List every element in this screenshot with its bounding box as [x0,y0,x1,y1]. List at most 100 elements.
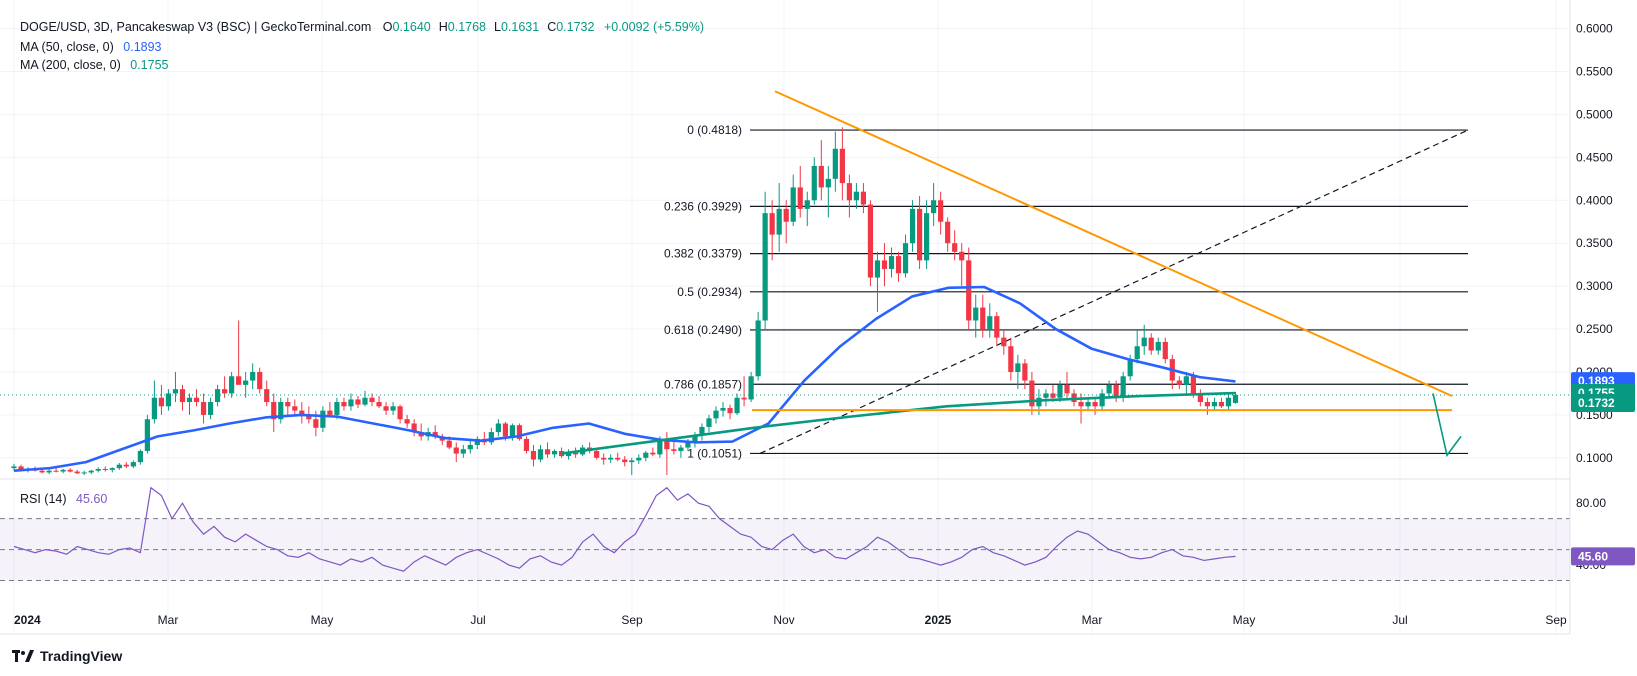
candle-body [292,406,298,411]
candle-body [699,426,705,436]
candle-body [95,468,101,471]
candle-body [1141,337,1147,347]
candle-body [509,425,516,437]
candle-body [734,397,740,414]
ohlc-key-c: C [547,20,557,34]
candle-body [102,468,108,470]
candle-body [88,470,94,473]
tradingview-icon [12,650,34,662]
candle-body [1190,376,1196,394]
symbol-title[interactable]: DOGE/USD, 3D, Pancakeswap V3 (BSC) | Gec… [20,20,372,34]
candle-body [544,449,551,455]
candle-body [980,307,986,330]
price-axis-label: 0.1000 [1576,451,1613,465]
candle-body [832,148,838,179]
fib-level-label: 0 (0.4818) [687,123,742,137]
candle-body [931,200,937,214]
candle-body [565,452,572,457]
price-axis-label: 0.5500 [1576,65,1613,79]
candle-body [411,423,417,433]
candle-body [355,399,361,405]
candle-body [1225,397,1232,407]
axes: 0.6000 0.5500 0.5000 0.4500 0.4000 0.3500 0.30… [14,22,1635,627]
candle-body [1050,393,1056,398]
candle-body [404,419,410,424]
rsi-value: 45.60 [76,492,108,506]
candle-body [74,471,80,474]
ma50-legend[interactable]: MA (50, close, 0) 0.1893 [20,40,162,54]
candle-body [685,442,691,448]
candle-body [945,221,951,244]
candle-body [1078,402,1084,407]
candle-body [116,464,122,469]
price-axis-label: 0.2500 [1576,322,1613,336]
symbol-legend[interactable]: DOGE/USD, 3D, Pancakeswap V3 (BSC) | Gec… [20,20,704,34]
candle-body [383,406,389,411]
ohlc-values: O0.1640 H0.1768 L0.1631 C0.1732 [375,20,595,34]
candle-body [1036,397,1042,407]
candle-body [706,418,712,427]
time-axis-label: 2024 [14,613,41,627]
candle-body [720,408,726,411]
candle-body [1127,359,1133,377]
time-axis-label: Mar [158,613,179,627]
candle-body [888,256,895,269]
rsi-badge-text: 45.60 [1578,549,1608,563]
ma200-legend[interactable]: MA (200, close, 0) 0.1755 [20,58,168,72]
candle-body [151,397,157,420]
fib-level-label: 0.5 (0.2934) [677,285,742,299]
candle-body [537,449,544,460]
candle-body [1085,402,1091,407]
candle-body [643,452,649,458]
candle-body [657,440,663,455]
candle-body [369,397,375,403]
candle-body [762,213,768,321]
rsi-axis-label: 80.00 [1576,496,1606,510]
candle-body [200,402,207,415]
candle-body [636,457,642,461]
trend-drawings[interactable] [752,90,1462,458]
candle-body [1134,346,1140,360]
candle-body [601,457,607,460]
tradingview-logo[interactable]: TradingView [12,648,122,664]
ma50-value: 0.1893 [123,40,162,54]
price-axis-label: 0.6000 [1576,22,1613,36]
ohlc-value-c: 0.1732 [556,20,595,34]
candle-body [348,399,354,407]
candle-body [214,389,221,403]
candle-body [987,316,993,330]
candle-body [692,435,698,443]
candle-body [966,260,972,321]
candle-body [109,468,115,470]
candle-body [243,380,249,385]
candle-body [952,243,958,252]
candle-body [467,444,473,450]
candle-body [881,260,888,269]
ma200-label: MA (200, close, 0) [20,58,121,72]
candle-body [460,449,466,454]
candle-body [530,450,537,460]
candle-body [727,408,733,414]
ma50-label: MA (50, close, 0) [20,40,114,54]
candle-body [523,438,530,451]
candle-body [1057,384,1063,398]
candle-body [1043,393,1049,398]
candle-body [594,450,600,458]
candle-body [1162,341,1168,360]
ohlc-value-h: 0.1768 [447,20,486,34]
time-axis-label: Nov [773,613,794,627]
time-axis-label: Jul [470,613,485,627]
candle-body [271,402,277,420]
time-axis-label: Sep [621,613,643,627]
candle-body [874,260,881,278]
candle-body [474,438,480,445]
rsi-pane[interactable] [0,486,1570,582]
candle-body [1232,394,1239,403]
candle-body [341,402,347,407]
candle-body [1155,341,1161,351]
candle-body [783,208,789,222]
candle-body [629,460,635,463]
rsi-legend[interactable]: RSI (14) 45.60 [20,492,107,506]
